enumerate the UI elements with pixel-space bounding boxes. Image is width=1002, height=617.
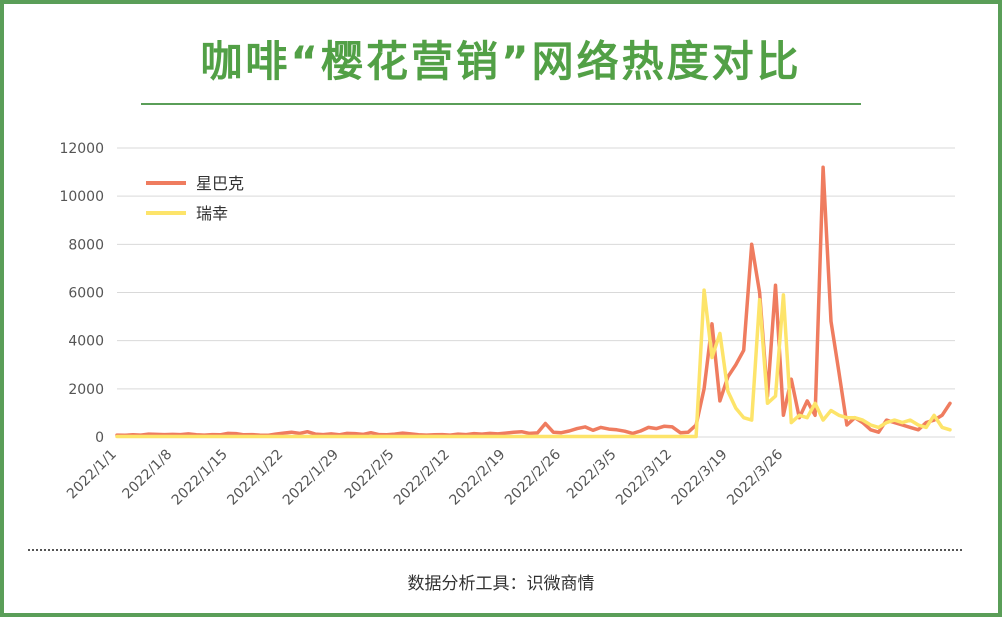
x-tick-label: 2022/3/26	[724, 446, 786, 508]
title-underline	[141, 103, 861, 105]
x-tick-label: 2022/1/22	[224, 447, 286, 509]
y-tick-label: 10000	[59, 189, 104, 205]
page-title: 咖啡“樱花营销”网络热度对比	[200, 37, 802, 86]
y-tick-label: 12000	[59, 141, 104, 157]
y-tick-label: 8000	[68, 237, 104, 253]
series-line-starbucks	[115, 165, 952, 438]
x-tick-label: 2022/1/8	[120, 447, 176, 503]
legend-label: 瑞幸	[196, 204, 228, 223]
x-tick-label: 2022/1/29	[280, 447, 342, 509]
source-text: 数据分析工具：识微商情	[407, 574, 595, 594]
series-line-luckin	[115, 288, 952, 439]
y-tick-label: 0	[95, 430, 104, 446]
y-tick-label: 6000	[68, 286, 104, 302]
y-tick-label: 2000	[68, 382, 104, 398]
x-tick-label: 2022/2/5	[342, 447, 398, 503]
x-tick-label: 2022/2/26	[502, 446, 564, 508]
legend-label: 星巴克	[196, 174, 244, 193]
x-tick-label: 2022/1/1	[64, 447, 120, 503]
footer-divider	[28, 549, 962, 551]
x-tick-label: 2022/2/12	[391, 447, 453, 509]
x-tick-label: 2022/2/19	[446, 447, 508, 509]
y-tick-label: 4000	[68, 334, 104, 350]
x-tick-label: 2022/1/15	[169, 447, 231, 509]
x-tick-label: 2022/3/5	[564, 447, 620, 503]
x-tick-label: 2022/3/19	[669, 447, 731, 509]
x-tick-label: 2022/3/12	[613, 447, 675, 509]
